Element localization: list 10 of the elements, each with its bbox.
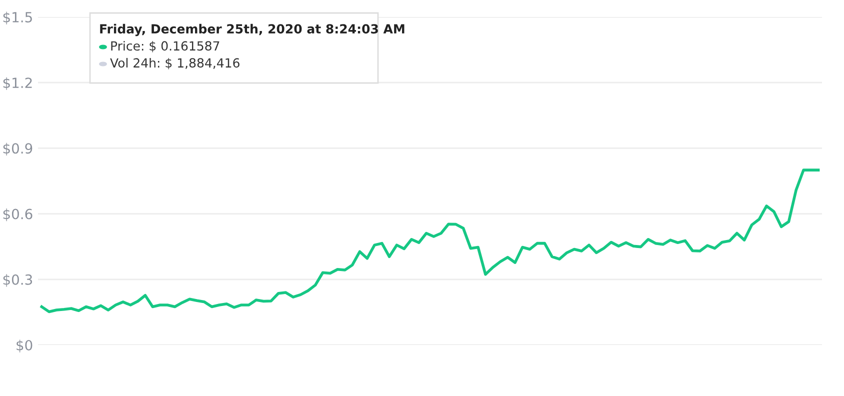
y-tick-label: $0.6 (3, 208, 32, 222)
y-tick-label: $0.9 (3, 142, 32, 156)
line-series (40, 168, 820, 314)
annotation: Price: $ 0.161587 (111, 40, 220, 52)
annotation: Friday, December 25th, 2020 at 8:24:03 AM (100, 24, 404, 36)
y-tick-label: $0 (16, 340, 32, 352)
y-tick-label: $0.3 (3, 274, 32, 287)
y-tick-label: $1.2 (3, 77, 32, 90)
y-tick-label: $1.5 (3, 12, 32, 24)
annotation: Vol 24h: $ 1,884,416 (110, 58, 240, 70)
